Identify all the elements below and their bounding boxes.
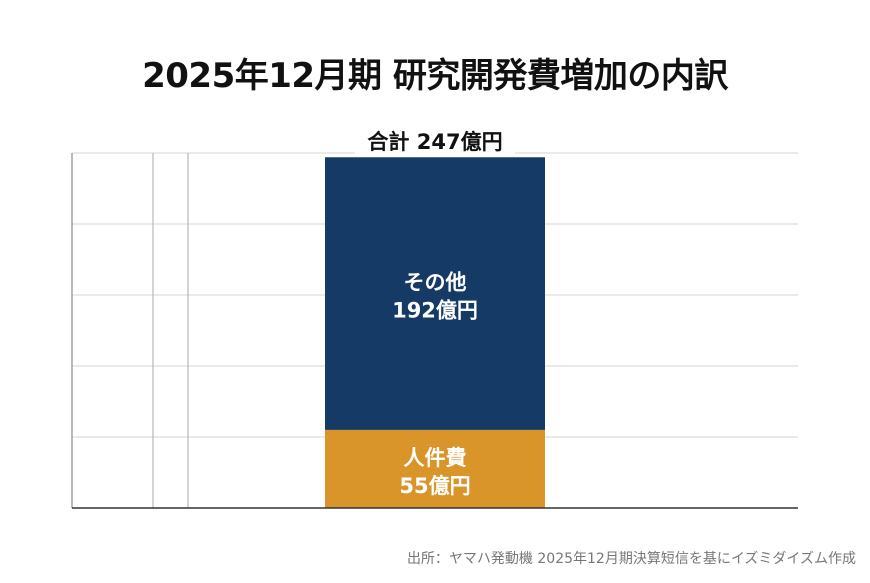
chart-title: 2025年12月期 研究開発費増加の内訳 [142, 56, 728, 96]
total-label: 合計 247億円 [367, 130, 502, 154]
bar-segment-1 [325, 157, 545, 430]
bar-segment-0 [325, 429, 545, 508]
segment-name-label: 人件費 [404, 446, 467, 470]
total-label-bg [355, 125, 515, 155]
source-note: 出所：ヤマハ発動機 2025年12月期決算短信を基にイズミダイズム作成 [406, 551, 856, 567]
segment-value-label: 55億円 [399, 474, 470, 498]
segment-value-label: 192億円 [392, 299, 478, 323]
segment-name-label: その他 [404, 271, 467, 295]
